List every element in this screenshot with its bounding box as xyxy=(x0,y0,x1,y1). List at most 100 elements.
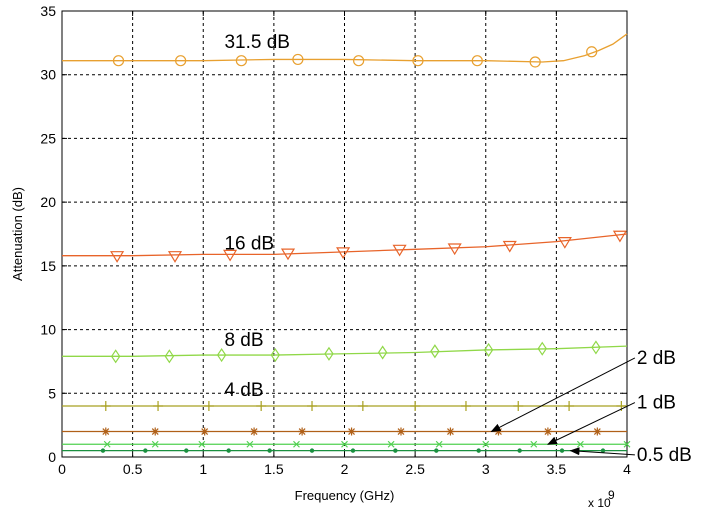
series-1-point-2 xyxy=(223,249,238,262)
series-2-point-7 xyxy=(483,342,494,358)
y-tick-label-1: 5 xyxy=(48,385,56,401)
series-1-point-4 xyxy=(336,247,351,260)
series-6-point-11 xyxy=(559,448,565,453)
series-6-point-10 xyxy=(517,448,522,453)
series-2-point-9 xyxy=(591,340,601,355)
series-6-point-12 xyxy=(600,448,606,453)
series-line-1 xyxy=(62,233,628,257)
series-5-point-5 xyxy=(341,440,348,448)
annotation-1: 16 dB xyxy=(224,233,274,254)
series-5-point-11 xyxy=(623,440,631,448)
x-tick-label-0: 0 xyxy=(58,461,66,477)
series-4-point-5 xyxy=(347,427,356,436)
series-5-point-1 xyxy=(151,440,159,448)
series-2-point-4 xyxy=(324,346,334,361)
series-5-point-4 xyxy=(293,440,300,448)
annotation-3: 4 dB xyxy=(224,380,263,401)
series-0-point-0 xyxy=(112,55,125,67)
series-5-point-2 xyxy=(198,440,206,448)
series-line-0 xyxy=(62,33,628,63)
x-multiplier-exponent: 9 xyxy=(608,488,615,502)
annotations: 31.5 dB 16 dB 8 dB 4 dB 2 dB 1 dB 0.5 dB xyxy=(224,32,691,466)
x-tick-label-4: 2 xyxy=(341,461,349,477)
series-3-point-6 xyxy=(410,401,421,412)
annotation-arrow-4 xyxy=(490,357,636,432)
series-2-point-0 xyxy=(110,349,121,364)
series-4-point-9 xyxy=(543,427,552,436)
y-tick-label-6: 30 xyxy=(40,67,56,83)
y-axis-label: Attenuation (dB) xyxy=(10,187,25,281)
series-6-point-4 xyxy=(267,448,272,453)
series-1-point-1 xyxy=(167,251,183,263)
x-tick-label-6: 3 xyxy=(482,461,490,477)
annotation-2: 8 dB xyxy=(224,330,263,351)
series-5-point-7 xyxy=(435,440,443,448)
series-2-point-8 xyxy=(537,341,547,356)
series-1-point-8 xyxy=(557,237,572,249)
series-3-point-3 xyxy=(256,401,267,412)
series-4-point-10 xyxy=(593,427,602,436)
series-4-point-4 xyxy=(298,427,307,436)
series-0 xyxy=(62,33,628,68)
x-tick-label-5: 2.5 xyxy=(405,461,425,477)
series-1-point-7 xyxy=(502,240,517,253)
series-6-point-0 xyxy=(100,448,106,453)
series-3-point-4 xyxy=(307,401,318,412)
annotation-arrow-6 xyxy=(569,447,635,456)
series-2-point-6 xyxy=(430,344,440,359)
series-2-point-2 xyxy=(216,347,227,363)
series-6 xyxy=(62,448,627,453)
annotation-5: 1 dB xyxy=(637,393,676,414)
annotation-0: 31.5 dB xyxy=(224,32,290,53)
series-4-point-1 xyxy=(151,427,160,436)
x-multiplier-label: x 10 xyxy=(588,496,611,510)
series-5-point-6 xyxy=(387,440,395,448)
series-6-point-6 xyxy=(350,448,356,453)
y-tick-label-5: 25 xyxy=(40,130,56,146)
series-4-point-7 xyxy=(446,427,455,436)
series-1 xyxy=(62,230,628,263)
y-tick-label-4: 20 xyxy=(40,194,56,210)
series-5 xyxy=(62,440,631,448)
series-line-2 xyxy=(62,345,628,357)
series-3-point-0 xyxy=(100,401,111,412)
series-3-point-5 xyxy=(357,401,368,412)
series-0-point-3 xyxy=(292,53,304,66)
series-6-point-7 xyxy=(393,448,398,453)
series-6-point-5 xyxy=(309,448,315,453)
series-2-point-5 xyxy=(377,345,388,360)
annotation-arrow-5 xyxy=(546,402,636,445)
series-0-point-1 xyxy=(175,55,187,67)
series-2-point-1 xyxy=(164,349,175,364)
series-2 xyxy=(62,340,628,364)
series-0-point-4 xyxy=(353,55,365,67)
series-1-point-0 xyxy=(110,251,125,263)
annotation-6: 0.5 dB xyxy=(637,445,692,466)
series-1-point-3 xyxy=(280,248,296,261)
series-4-point-6 xyxy=(397,427,405,436)
series-6-point-1 xyxy=(143,448,148,453)
series-3 xyxy=(62,401,627,412)
series-3-point-8 xyxy=(513,401,524,412)
series-3-point-2 xyxy=(203,401,214,412)
series-4-point-2 xyxy=(200,427,209,436)
x-tick-label-7: 3.5 xyxy=(547,461,567,477)
annotation-4: 2 dB xyxy=(637,348,676,369)
series-1-point-5 xyxy=(392,244,407,257)
x-tick-label-1: 0.5 xyxy=(123,461,143,477)
series-1-point-6 xyxy=(447,243,462,256)
y-tick-label-2: 10 xyxy=(40,322,56,338)
x-axis-label: Frequency (GHz) xyxy=(295,488,395,503)
x-tick-label-3: 1.5 xyxy=(264,461,284,477)
series-3-point-9 xyxy=(564,401,575,412)
series-4-point-8 xyxy=(494,427,503,436)
series-0-point-8 xyxy=(586,46,598,58)
series-3-point-7 xyxy=(460,401,471,412)
series-0-point-5 xyxy=(412,55,424,67)
series-5-point-0 xyxy=(103,440,111,448)
series-5-point-8 xyxy=(482,440,490,448)
series-0-point-6 xyxy=(471,55,483,67)
axis-ticks: 0 0.5 1 1.5 2 2.5 3 3.5 4 0 5 10 15 20 25 30 35 xyxy=(40,3,631,477)
